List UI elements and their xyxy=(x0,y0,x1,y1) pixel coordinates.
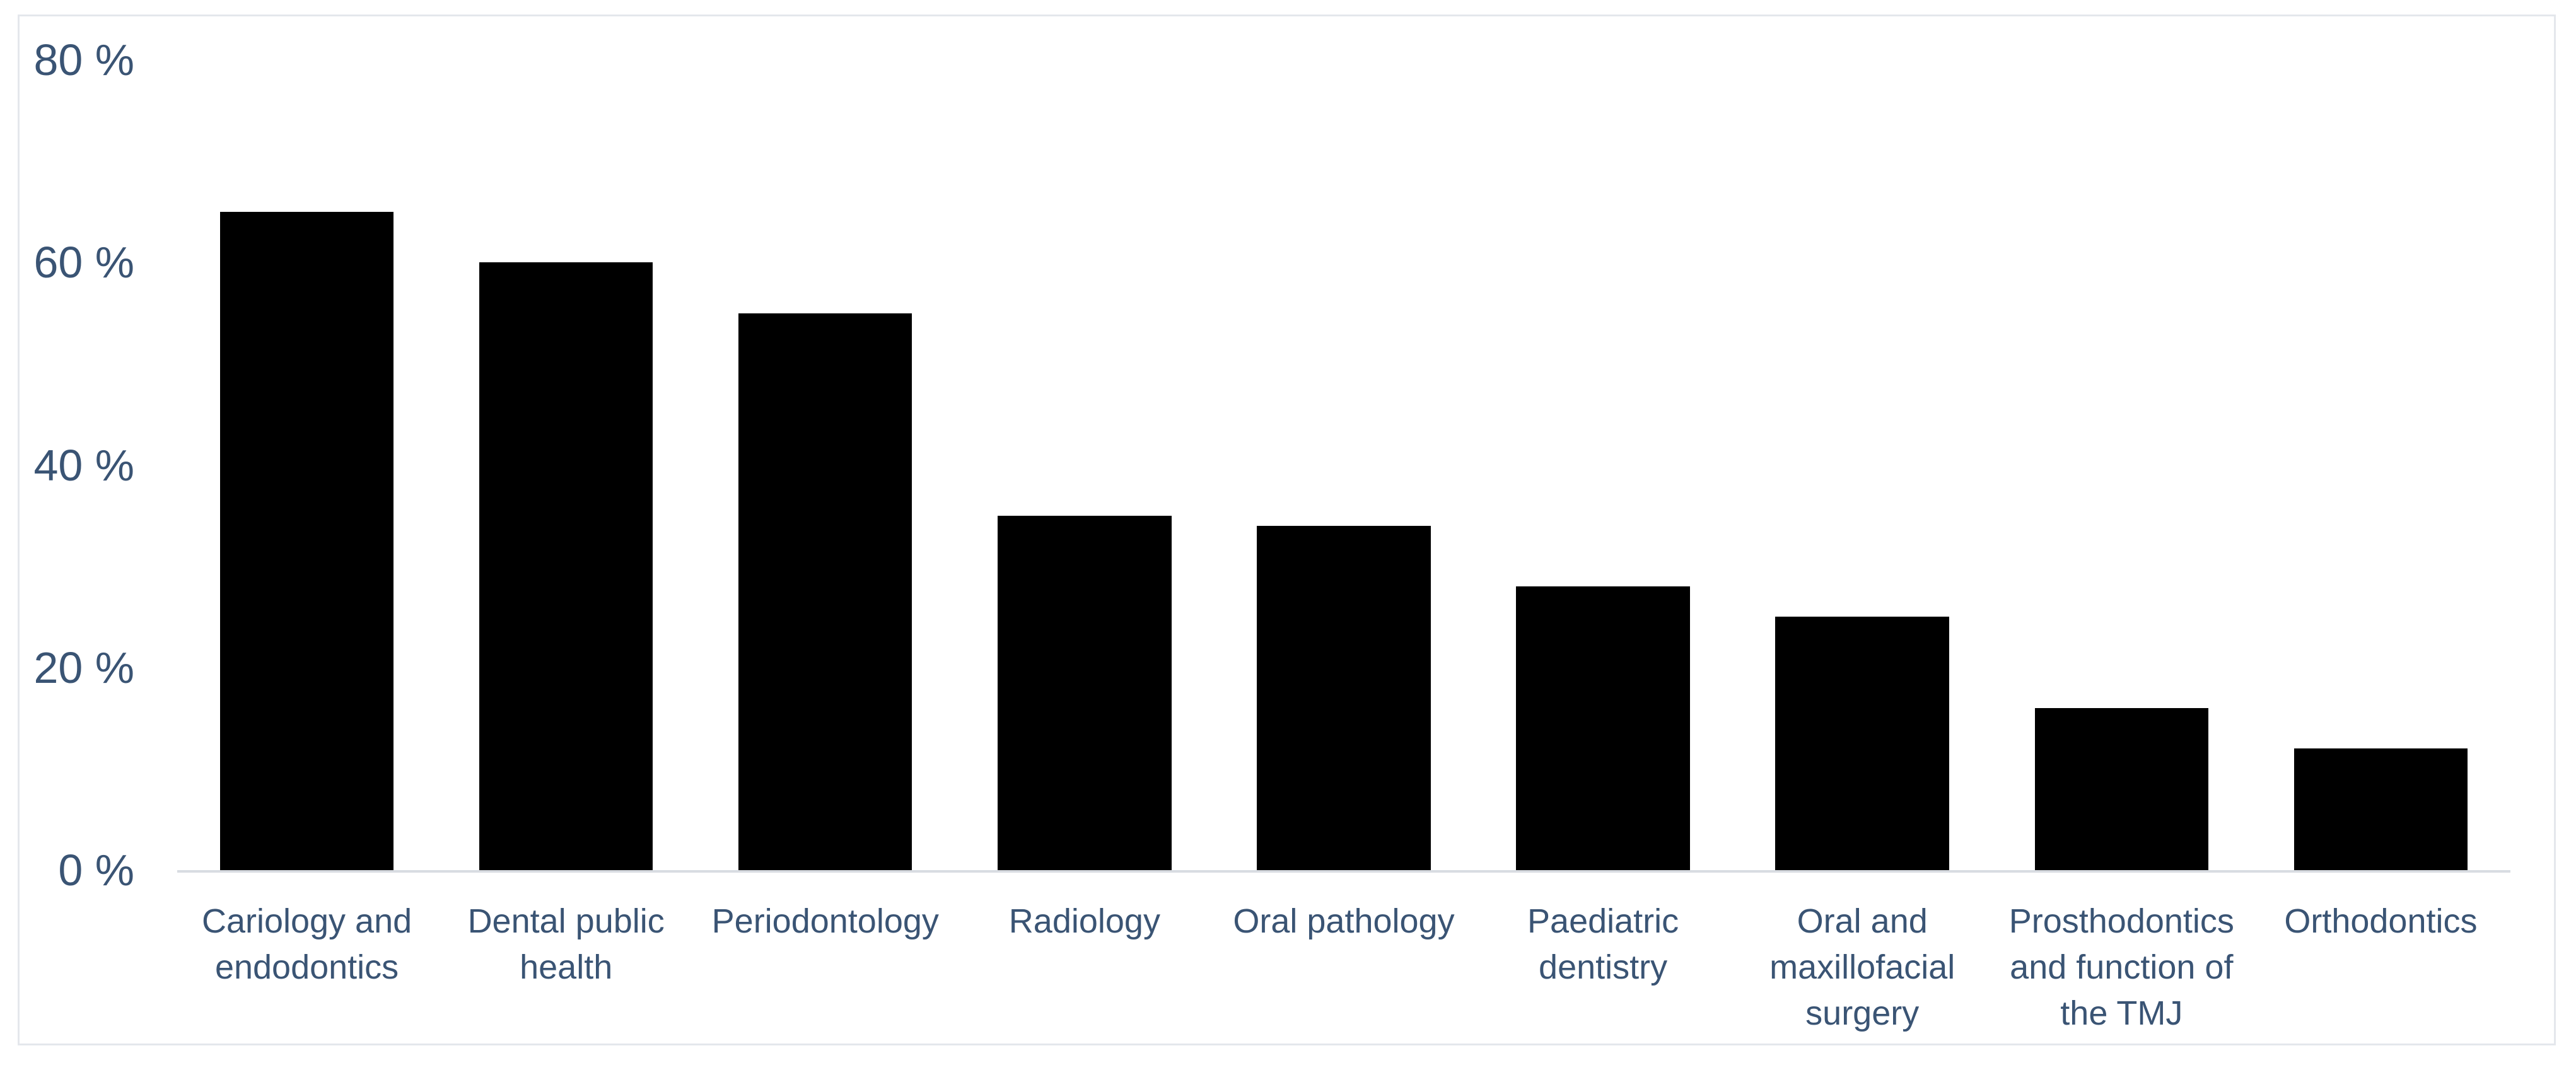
x-axis-labels: Cariology and endodontics Dental public h… xyxy=(177,898,2510,1037)
category-label: Periodontology xyxy=(711,902,939,940)
category-label: Dental public health xyxy=(467,902,665,986)
category-label: Paediatric dentistry xyxy=(1527,902,1679,986)
bar-slot xyxy=(1992,60,2251,870)
category-label: Orthodontics xyxy=(2284,902,2478,940)
plot-area xyxy=(177,60,2510,870)
category-label: Radiology xyxy=(1008,902,1160,940)
category-label: Prosthodontics and function of the TMJ xyxy=(2008,902,2234,1032)
bar-slot xyxy=(436,60,696,870)
y-tick-label: 0 % xyxy=(58,846,134,895)
category-label: Oral and maxillofacial surgery xyxy=(1769,902,1955,1032)
y-tick-label: 40 % xyxy=(33,440,134,490)
bar-5 xyxy=(1257,525,1431,870)
chart-frame: 0 % 20 % 40 % 60 % 80 % Cariology and endodo… xyxy=(18,15,2556,1045)
bar-1 xyxy=(219,211,394,870)
bar-slot xyxy=(177,60,436,870)
y-axis: 0 % 20 % 40 % 60 % 80 % xyxy=(20,38,134,892)
bar-6 xyxy=(1516,586,1690,870)
bar-9 xyxy=(2293,748,2468,870)
bar-slot xyxy=(1474,60,1733,870)
bar-slot xyxy=(955,60,1214,870)
category-label: Oral pathology xyxy=(1233,902,1455,940)
bar-3 xyxy=(738,313,912,870)
bar-slot xyxy=(696,60,955,870)
bar-slot xyxy=(2251,60,2510,870)
y-tick-label: 60 % xyxy=(33,238,134,288)
y-tick-label: 80 % xyxy=(33,35,134,84)
bar-4 xyxy=(998,515,1172,870)
bar-slot xyxy=(1733,60,1992,870)
category-label: Cariology and endodontics xyxy=(201,902,412,986)
x-axis-line xyxy=(177,870,2510,873)
y-tick-label: 20 % xyxy=(33,643,134,692)
bar-slot xyxy=(1214,60,1473,870)
bar-7 xyxy=(1775,617,1949,870)
bar-2 xyxy=(479,262,653,870)
bar-8 xyxy=(2034,708,2209,870)
